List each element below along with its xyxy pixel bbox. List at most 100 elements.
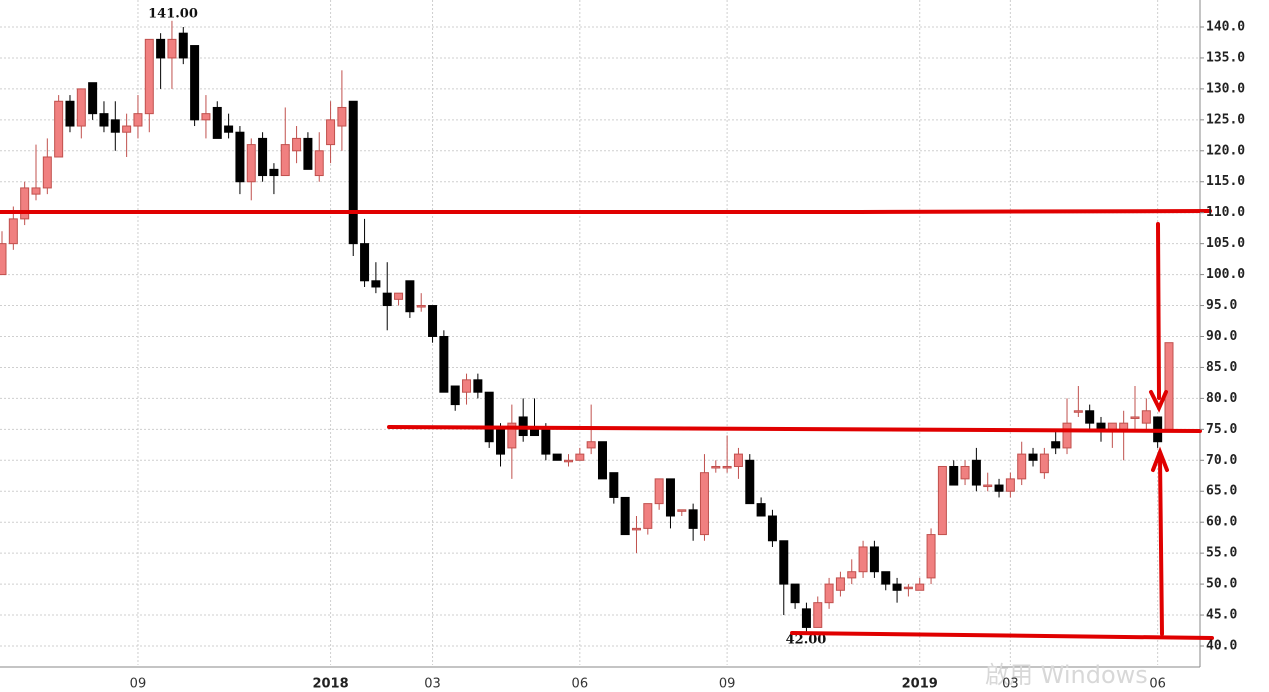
candle-body bbox=[745, 459, 755, 505]
candle-body bbox=[484, 391, 494, 443]
candle-body bbox=[122, 125, 132, 133]
y-tick-label: 115.0 bbox=[1206, 174, 1245, 189]
candle-body bbox=[496, 428, 506, 455]
candle-body bbox=[994, 484, 1004, 492]
y-tick-label: 130.0 bbox=[1206, 81, 1245, 96]
drawn-arrow bbox=[1158, 456, 1164, 636]
candle-body bbox=[835, 577, 845, 591]
candle-body bbox=[428, 305, 438, 337]
y-tick-label: 75.0 bbox=[1206, 422, 1237, 437]
candle-body bbox=[201, 113, 211, 121]
y-tick-label: 70.0 bbox=[1206, 453, 1237, 468]
candle-body bbox=[99, 113, 109, 127]
y-tick-label: 125.0 bbox=[1206, 112, 1245, 127]
candle-body bbox=[688, 509, 698, 529]
candle-body bbox=[892, 583, 902, 591]
candle-body bbox=[0, 243, 7, 276]
low-annotation: 42.00 bbox=[786, 633, 827, 648]
y-tick-label: 90.0 bbox=[1206, 329, 1237, 344]
candle-body bbox=[1141, 410, 1151, 424]
candles bbox=[0, 20, 1174, 634]
candle-body bbox=[1085, 410, 1095, 424]
candle-body bbox=[881, 571, 891, 585]
candle-body bbox=[643, 503, 653, 529]
candle-body bbox=[858, 546, 868, 573]
candle-body bbox=[235, 131, 245, 183]
candle-body bbox=[133, 113, 143, 127]
y-tick-label: 85.0 bbox=[1206, 360, 1237, 375]
candle-body bbox=[541, 428, 551, 455]
candle-body bbox=[711, 465, 721, 469]
candle-body bbox=[983, 484, 993, 488]
y-tick-label: 65.0 bbox=[1206, 484, 1237, 499]
candle-body bbox=[722, 465, 732, 469]
candle-body bbox=[269, 168, 279, 177]
candle-body bbox=[1073, 410, 1083, 413]
drawn-arrow-head bbox=[1149, 390, 1168, 413]
drawn-line bbox=[790, 631, 1214, 640]
candle-body bbox=[926, 534, 936, 579]
grid bbox=[0, 0, 1200, 665]
x-tick-label: 06 bbox=[572, 677, 589, 692]
drawn-line bbox=[387, 425, 1202, 433]
candle-body bbox=[224, 125, 234, 133]
x-tick-label: 03 bbox=[424, 677, 441, 692]
candle-body bbox=[564, 459, 573, 463]
y-tick-label: 80.0 bbox=[1206, 391, 1237, 406]
candle-body bbox=[665, 478, 675, 517]
candle-body bbox=[258, 137, 268, 177]
candle-body bbox=[1017, 453, 1027, 480]
candle-body bbox=[462, 379, 472, 393]
drawn-arrow-head bbox=[1151, 446, 1169, 472]
candle-body bbox=[360, 243, 370, 282]
y-tick-label: 140.0 bbox=[1206, 19, 1245, 34]
candle-body bbox=[960, 465, 970, 480]
candle-body bbox=[382, 292, 392, 307]
candle-body bbox=[212, 106, 222, 139]
candle-body bbox=[903, 586, 913, 590]
y-tick-label: 45.0 bbox=[1206, 608, 1237, 623]
y-tick-label: 100.0 bbox=[1206, 267, 1245, 282]
drawn-lines bbox=[0, 209, 1214, 640]
high-annotation: 141.00 bbox=[148, 7, 198, 22]
candle-body bbox=[1107, 422, 1117, 430]
candle-body bbox=[733, 453, 743, 467]
candle-body bbox=[110, 119, 120, 133]
candle-body bbox=[869, 546, 879, 573]
x-tick-label: 03 bbox=[1002, 677, 1019, 692]
candle-body bbox=[1130, 416, 1140, 419]
y-tick-label: 110.0 bbox=[1206, 205, 1245, 220]
candle-body bbox=[337, 106, 347, 127]
candle-body bbox=[178, 32, 188, 59]
candle-body bbox=[677, 509, 687, 512]
candle-body bbox=[76, 88, 86, 127]
candle-body bbox=[144, 38, 154, 115]
candle-body bbox=[1062, 422, 1072, 449]
candle-body bbox=[326, 119, 336, 146]
candle-body bbox=[756, 503, 766, 517]
y-tick-label: 55.0 bbox=[1206, 546, 1237, 561]
candle-body bbox=[801, 608, 811, 628]
candle-body bbox=[1164, 342, 1174, 430]
candle-body bbox=[1096, 422, 1106, 430]
candle-body bbox=[971, 459, 981, 486]
candle-body bbox=[790, 583, 800, 604]
y-tick-label: 95.0 bbox=[1206, 298, 1237, 313]
candle-body bbox=[654, 478, 664, 505]
candle-body bbox=[552, 453, 562, 461]
candle-body bbox=[609, 472, 619, 498]
y-tick-label: 135.0 bbox=[1206, 50, 1245, 65]
candle-body bbox=[88, 82, 98, 115]
candle-body bbox=[156, 38, 166, 59]
candle-body bbox=[65, 100, 75, 127]
candle-body bbox=[8, 218, 18, 245]
candle-body bbox=[416, 305, 426, 308]
candle-body bbox=[1119, 422, 1129, 430]
candle-body bbox=[1028, 453, 1038, 461]
candle-body bbox=[303, 137, 313, 170]
y-tick-label: 60.0 bbox=[1206, 515, 1237, 530]
candle-body bbox=[473, 379, 483, 393]
candle-body bbox=[167, 38, 177, 59]
candle-body bbox=[314, 150, 324, 177]
